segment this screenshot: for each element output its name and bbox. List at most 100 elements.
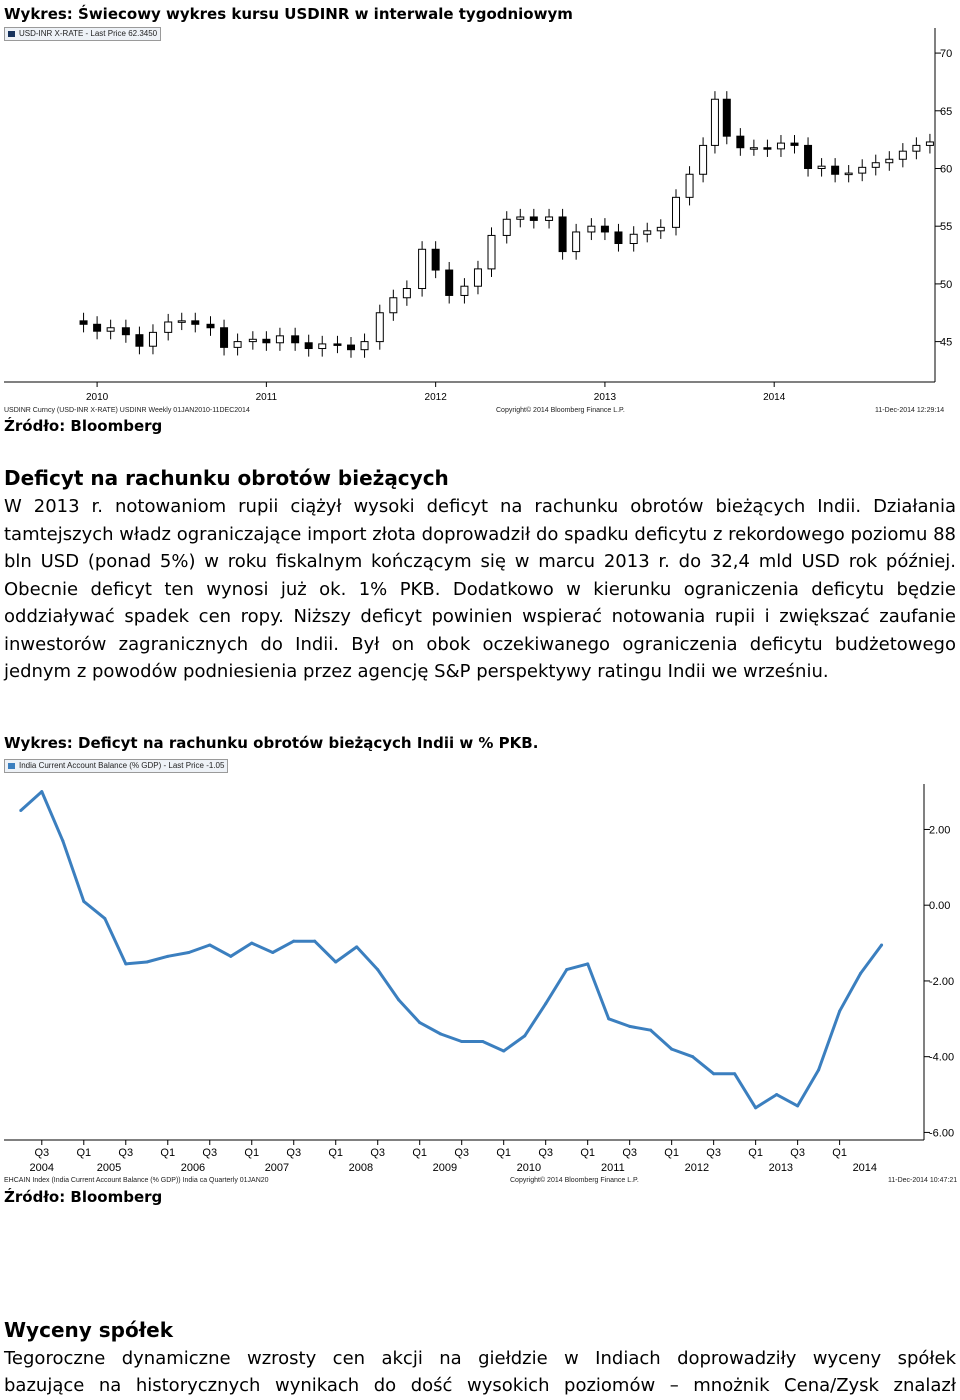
chart2-point xyxy=(250,941,254,945)
chart2-x-quarter-label: Q3 xyxy=(790,1147,805,1159)
section1-heading: Deficyt na rachunku obrotów bieżących xyxy=(4,466,449,490)
chart2-y-tick-label: -2.00 xyxy=(929,976,954,988)
chart1-candle xyxy=(629,226,638,252)
chart1-candle xyxy=(912,137,921,160)
chart1-candle xyxy=(445,261,454,304)
chart1-candle xyxy=(191,312,200,333)
chart1-candle xyxy=(275,327,284,351)
chart1-candle xyxy=(529,208,538,229)
chart2-point xyxy=(334,960,338,964)
chart1-y-tick-label: 65 xyxy=(940,106,952,118)
chart2-point xyxy=(187,951,191,955)
chart2-x-quarter-label: Q3 xyxy=(286,1147,301,1159)
chart1-candle xyxy=(473,260,482,295)
chart1-candle xyxy=(614,223,623,252)
chart2-point xyxy=(691,1055,695,1059)
chart1-candle xyxy=(418,241,427,297)
chart2-point xyxy=(376,968,380,972)
chart1-y-ticks: 45 50 55 60 65 70 xyxy=(935,48,952,349)
chart2-x-quarter-label: Q1 xyxy=(580,1147,595,1159)
chart1-candle xyxy=(333,335,342,354)
chart2-x-quarter-label: Q1 xyxy=(832,1147,847,1159)
section2-heading: Wyceny spółek xyxy=(4,1318,174,1342)
chart2-point xyxy=(292,939,296,943)
chart1-footer-left: USDINR Curncy (USD-INR X-RATE) USDINR We… xyxy=(4,407,250,414)
chart2-x-ticks: Q3 Q1 Q3 Q1 Q3 Q1 Q3 Q1 Q3 Q1 Q3 Q1 Q3 Q1 Q3 Q1 Q3 Q1 Q3 Q1… xyxy=(30,1140,877,1174)
chart2-y-ticks: 2.00 0.00 -2.00 -4.00 -6.00 xyxy=(924,824,954,1139)
chart2-point xyxy=(124,962,128,966)
chart1-candle xyxy=(375,304,384,350)
chart2-legend-swatch xyxy=(8,763,15,769)
chart2-footer-center: Copyright© 2014 Bloomberg Finance L.P. xyxy=(510,1177,639,1184)
chart2-series-line xyxy=(19,790,883,1110)
chart2-y-tick-label: -6.00 xyxy=(929,1127,954,1139)
chart1-candle xyxy=(516,208,525,228)
chart1-candle xyxy=(831,158,840,183)
chart1-candle xyxy=(487,227,496,277)
chart2-point xyxy=(817,1068,821,1072)
chart1-candle xyxy=(858,159,867,182)
chart1-candle xyxy=(790,135,799,154)
chart1-candle xyxy=(871,154,880,176)
chart1-candle xyxy=(291,327,300,351)
chart1-candle xyxy=(749,139,758,156)
chart1-candle xyxy=(736,128,745,156)
chart1-x-tick-label: 2012 xyxy=(425,392,448,403)
chart1-legend: USD-INR X-RATE - Last Price 62.3450 xyxy=(4,27,162,41)
chart1-x-tick-label: 2011 xyxy=(256,392,278,403)
chart1-candle xyxy=(817,158,826,177)
chart2-x-year-label: 2007 xyxy=(265,1162,289,1174)
chart1-candle xyxy=(177,312,186,331)
chart2-point xyxy=(313,939,317,943)
chart1-legend-label: USD-INR X-RATE - Last Price 62.3450 xyxy=(19,29,158,38)
chart2-x-quarter-label: Q3 xyxy=(34,1147,49,1159)
chart1-candle xyxy=(402,280,411,306)
chart2-point xyxy=(670,1047,674,1051)
chart2-x-year-label: 2014 xyxy=(853,1162,877,1174)
chart1-candle xyxy=(558,208,567,260)
chart2-point xyxy=(19,809,23,813)
chart1-candle xyxy=(722,91,731,145)
chart1-candle xyxy=(248,331,257,350)
chart1-candle xyxy=(776,135,785,157)
chart1-x-tick-label: 2010 xyxy=(86,392,109,403)
chart1-candle xyxy=(587,218,596,241)
chart2-x-year-label: 2012 xyxy=(685,1162,709,1174)
chart1-candle xyxy=(164,313,173,341)
chart1-candle xyxy=(220,319,229,356)
chart1-candle xyxy=(643,222,652,243)
chart2-point xyxy=(523,1034,527,1038)
current-account-line-chart: India Current Account Balance (% GDP) - … xyxy=(0,754,960,1186)
chart2-y-tick-label: 2.00 xyxy=(929,824,950,836)
chart1-candle xyxy=(656,219,665,239)
chart2-point xyxy=(460,1040,464,1044)
chart2-x-quarter-label: Q1 xyxy=(496,1147,511,1159)
chart1-source: Źródło: Bloomberg xyxy=(4,417,163,435)
chart1-candle xyxy=(262,331,271,351)
usdinr-candlestick-chart: USD-INR X-RATE - Last Price 62.3450 45 50… xyxy=(0,24,960,418)
chart1-candles xyxy=(79,91,934,358)
chart1-candle xyxy=(502,211,511,244)
chart1-y-tick-label: 55 xyxy=(940,221,952,233)
chart2-footer-right: 11-Dec-2014 10:47:21 xyxy=(888,1177,958,1184)
chart1-plot: 45 50 55 60 65 70 2010 2011 2012 2013 2014 xyxy=(4,28,952,403)
chart1-candle xyxy=(672,189,681,236)
chart2-y-tick-label: -4.00 xyxy=(929,1052,954,1064)
chart2-point xyxy=(502,1049,506,1053)
chart2-x-quarter-label: Q3 xyxy=(622,1147,637,1159)
chart2-point xyxy=(481,1040,485,1044)
chart1-candle xyxy=(844,165,853,183)
chart1-candle xyxy=(135,326,144,355)
chart2-point xyxy=(880,943,884,947)
chart1-x-tick-label: 2014 xyxy=(763,392,786,403)
chart2-point xyxy=(103,916,107,920)
chart2-y-tick-label: 0.00 xyxy=(929,900,950,912)
chart1-footer-center: Copyright© 2014 Bloomberg Finance L.P. xyxy=(496,407,625,414)
chart2-footer-left: EHCAIN Index (India Current Account Bala… xyxy=(4,1177,269,1184)
chart1-candle xyxy=(460,278,469,304)
chart1-candle xyxy=(885,151,894,171)
chart1-y-tick-label: 70 xyxy=(940,48,952,60)
chart2-plot: 2.00 0.00 -2.00 -4.00 -6.00 Q3 Q1 Q3 Q1 Q3 Q1 Q3 Q1… xyxy=(4,784,954,1174)
chart2-points xyxy=(19,790,884,1110)
chart1-candle xyxy=(233,333,242,356)
